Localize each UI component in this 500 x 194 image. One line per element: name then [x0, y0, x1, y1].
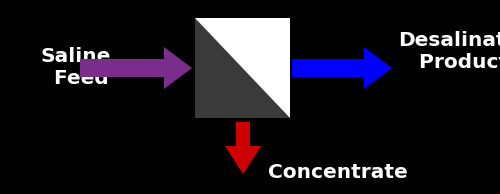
Text: Saline
  Feed: Saline Feed	[40, 48, 110, 88]
Polygon shape	[80, 47, 192, 89]
Text: Concentrate: Concentrate	[268, 163, 408, 182]
Polygon shape	[225, 122, 261, 174]
Polygon shape	[292, 47, 392, 89]
Bar	[195, 18, 290, 118]
Polygon shape	[195, 18, 290, 118]
Text: Desalinated
   Product: Desalinated Product	[398, 31, 500, 73]
